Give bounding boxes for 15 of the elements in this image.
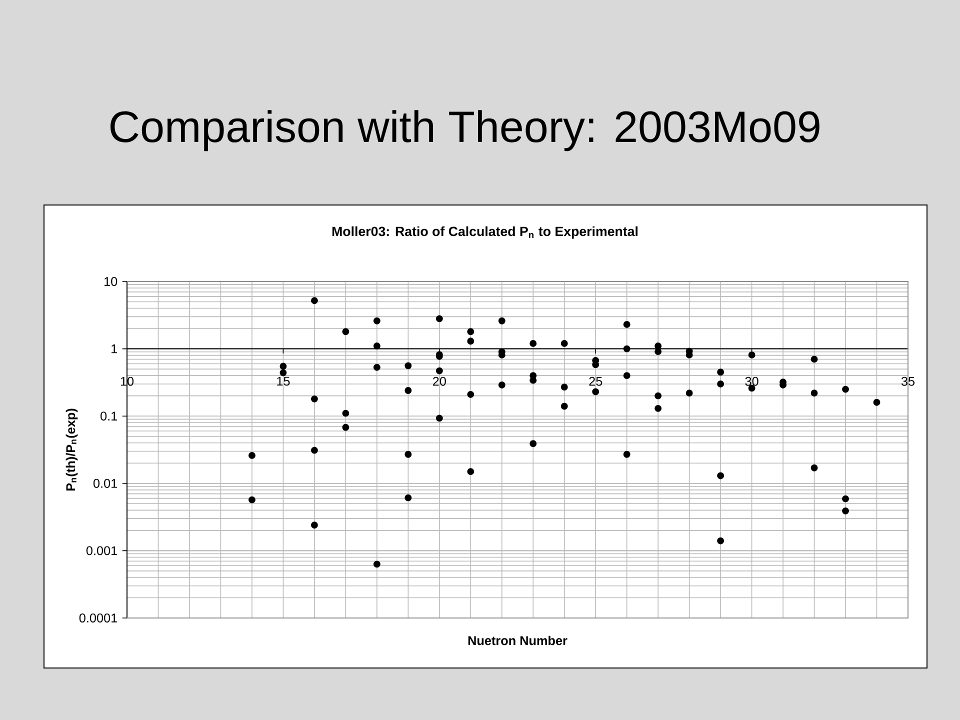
- chart-subtitle: Moller03: Ratio of Calculated P$_{n}$ to Experimental: [332, 226, 638, 239]
- x-tick-label: 30: [745, 376, 758, 386]
- y-tick-label: 0.01: [93, 478, 118, 488]
- y-tick-label: 1: [112, 344, 118, 354]
- y-tick-label: 0.001: [86, 546, 117, 556]
- x-tick-label: 15: [277, 376, 290, 386]
- chart-title: Comparison with Theory: 2003Mo09: [110, 110, 820, 152]
- y-tick-label: 0.1: [100, 412, 118, 421]
- y-axis-title: P$_{n}$(th)/P$_{n}$(exp): [66, 408, 78, 490]
- x-tick-label: 35: [901, 376, 915, 386]
- x-tick-label: 20: [432, 376, 446, 386]
- x-tick-label: 25: [589, 376, 602, 386]
- y-tick-label: 0.0001: [79, 614, 117, 622]
- y-tick-label: 10: [104, 277, 118, 286]
- x-axis-title: Nuetron Number: [468, 636, 568, 646]
